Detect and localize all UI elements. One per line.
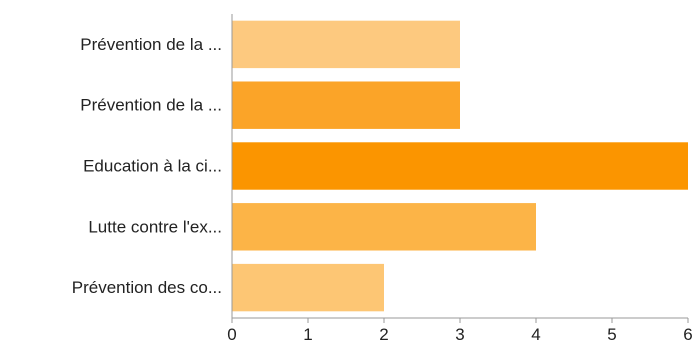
category-label-2: Education à la ci...: [83, 157, 222, 176]
x-tick-label-1: 1: [303, 325, 312, 344]
x-tick-label-3: 3: [455, 325, 464, 344]
x-tick-label-5: 5: [607, 325, 616, 344]
category-labels: Prévention de la ... Prévention de la ...…: [72, 35, 222, 297]
x-tick-label-6: 6: [683, 325, 692, 344]
x-tick-label-2: 2: [379, 325, 388, 344]
bar-2: [232, 142, 688, 190]
x-axis-ticks: 0 1 2 3 4 5 6: [227, 318, 693, 344]
bar-4: [232, 263, 384, 312]
category-label-1: Prévention de la ...: [80, 96, 222, 115]
category-label-3: Lutte contre l'ex...: [88, 217, 222, 236]
x-tick-label-0: 0: [227, 325, 236, 344]
bar-0: [232, 20, 460, 69]
x-tick-label-4: 4: [531, 325, 540, 344]
bar-1: [232, 81, 460, 129]
category-label-4: Prévention des co...: [72, 278, 222, 297]
bars-group: [232, 20, 688, 312]
category-label-0: Prévention de la ...: [80, 35, 222, 54]
bar-3: [232, 203, 536, 251]
